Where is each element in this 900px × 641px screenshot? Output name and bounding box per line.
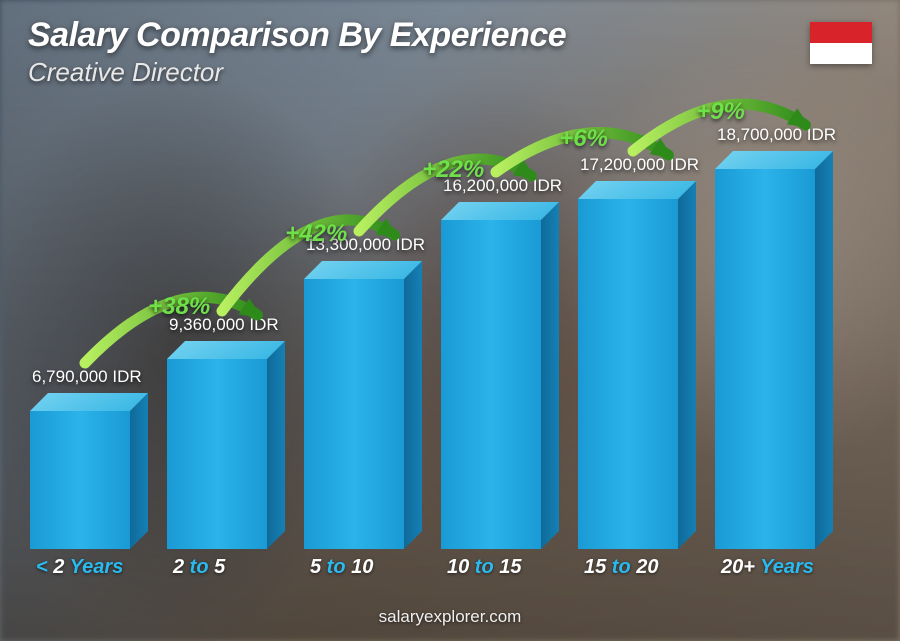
bar-front <box>30 411 130 549</box>
bar-group: 13,300,000 IDR5 to 10 <box>304 249 422 579</box>
bar <box>304 279 422 549</box>
bar-top <box>304 261 422 279</box>
chart-title: Salary Comparison By Experience <box>28 16 566 55</box>
bar-category-label: 5 to 10 <box>310 556 373 579</box>
bar-category-label: 15 to 20 <box>584 556 659 579</box>
bar-front <box>715 169 815 549</box>
bar-group: 6,790,000 IDR< 2 Years <box>30 381 148 579</box>
bar-category-label: < 2 Years <box>36 556 123 579</box>
bar <box>578 199 696 549</box>
bar-value-label: 6,790,000 IDR <box>32 367 142 387</box>
title-block: Salary Comparison By Experience Creative… <box>28 16 566 88</box>
bar-value-label: 13,300,000 IDR <box>306 235 425 255</box>
bar-front <box>167 359 267 549</box>
bar-front <box>304 279 404 549</box>
bar-value-label: 16,200,000 IDR <box>443 176 562 196</box>
bar-top <box>441 202 559 220</box>
chart-subtitle: Creative Director <box>28 57 566 88</box>
bar-top <box>167 341 285 359</box>
bar <box>30 411 148 549</box>
bar-value-label: 17,200,000 IDR <box>580 155 699 175</box>
bar-group: 18,700,000 IDR20+ Years <box>715 139 833 579</box>
country-flag-indonesia <box>810 22 872 64</box>
bar <box>167 359 285 549</box>
bar-side <box>815 151 833 549</box>
bar <box>441 220 559 549</box>
bar <box>715 169 833 549</box>
bar-top <box>578 181 696 199</box>
bar-side <box>678 181 696 549</box>
bar-top <box>30 393 148 411</box>
bar-side <box>541 202 559 549</box>
bar-value-label: 9,360,000 IDR <box>169 315 279 335</box>
bar-category-label: 10 to 15 <box>447 556 522 579</box>
bar-group: 16,200,000 IDR10 to 15 <box>441 190 559 579</box>
infographic-root: Salary Comparison By Experience Creative… <box>0 0 900 641</box>
bar-front <box>578 199 678 549</box>
increase-percentage: +6% <box>559 125 608 153</box>
increase-percentage: +9% <box>696 98 745 126</box>
flag-stripe-bottom <box>810 43 872 64</box>
bar-category-label: 2 to 5 <box>173 556 225 579</box>
bar-value-label: 18,700,000 IDR <box>717 125 836 145</box>
bar-side <box>404 261 422 549</box>
flag-stripe-top <box>810 22 872 43</box>
bar-front <box>441 220 541 549</box>
bar-top <box>715 151 833 169</box>
bar-group: 9,360,000 IDR2 to 5 <box>167 329 285 579</box>
bar-side <box>130 393 148 549</box>
bar-category-label: 20+ Years <box>721 556 814 579</box>
chart-area: 6,790,000 IDR< 2 Years9,360,000 IDR2 to … <box>30 99 850 579</box>
bar-group: 17,200,000 IDR15 to 20 <box>578 169 696 579</box>
source-attribution: salaryexplorer.com <box>0 607 900 627</box>
bar-side <box>267 341 285 549</box>
